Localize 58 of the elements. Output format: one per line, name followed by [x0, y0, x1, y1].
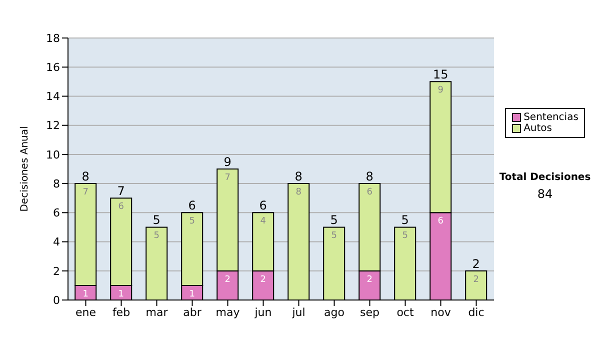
y-tick-label: 0 — [53, 294, 60, 307]
data-label: 5 — [402, 231, 408, 242]
y-axis-title: Decisiones Anual — [20, 126, 31, 212]
total-label: 5 — [401, 213, 409, 228]
x-tick-label: abr — [183, 306, 202, 319]
total-label: 15 — [432, 68, 448, 82]
total-label: 7 — [117, 184, 125, 198]
data-label: 1 — [118, 289, 124, 300]
data-label: 1 — [189, 289, 195, 300]
y-tick-label: 4 — [53, 236, 60, 249]
data-label: 2 — [473, 274, 479, 285]
x-tick-label: ene — [75, 306, 96, 319]
total-label: 8 — [366, 170, 374, 184]
y-tick-label: 6 — [53, 206, 60, 220]
x-tick-label: mar — [146, 306, 168, 319]
data-label: 6 — [118, 202, 124, 212]
data-label: 2 — [260, 274, 266, 285]
total-label: 6 — [259, 198, 267, 213]
x-tick-label: oct — [396, 306, 414, 319]
data-label: 5 — [189, 216, 195, 227]
data-label: 7 — [224, 173, 230, 183]
x-tick-label: ago — [324, 306, 345, 319]
total-label: 8 — [82, 170, 90, 184]
total-label: 8 — [294, 170, 302, 184]
data-label: 8 — [296, 188, 302, 198]
total-label: 6 — [188, 198, 196, 213]
data-label: 2 — [224, 274, 230, 285]
y-tick-label: 2 — [53, 264, 60, 278]
x-tick-label: jul — [291, 306, 306, 319]
y-tick-label: 8 — [53, 177, 60, 190]
data-label: 9 — [438, 86, 444, 96]
data-label: 6 — [438, 216, 444, 227]
y-tick-label: 16 — [46, 61, 60, 74]
x-tick-label: sep — [360, 306, 380, 319]
x-tick-label: feb — [112, 306, 130, 319]
data-label: 7 — [82, 188, 88, 198]
y-tick-label: 12 — [46, 119, 60, 132]
y-tick-label: 18 — [46, 32, 60, 45]
data-label: 2 — [366, 274, 372, 285]
legend-label: Sentencias — [524, 112, 578, 123]
data-label: 5 — [331, 231, 337, 242]
total-label: 2 — [472, 256, 480, 271]
total-label: 9 — [224, 155, 232, 169]
text: 84 — [536, 187, 554, 201]
x-tick-label: nov — [430, 306, 452, 319]
total-label: 5 — [152, 213, 160, 228]
data-label: 1 — [82, 289, 88, 300]
x-tick-label: may — [216, 306, 240, 319]
total-label: 5 — [330, 213, 338, 228]
text: Total Decisiones — [499, 172, 591, 183]
data-label: 5 — [154, 231, 160, 242]
y-tick-label: 10 — [46, 148, 60, 162]
x-tick-label: dic — [468, 306, 484, 319]
x-tick-label: jun — [254, 306, 272, 319]
y-tick-label: 14 — [46, 90, 60, 104]
data-label: 4 — [260, 216, 266, 227]
data-label: 6 — [366, 188, 373, 198]
legend-label: Autos — [524, 123, 552, 134]
